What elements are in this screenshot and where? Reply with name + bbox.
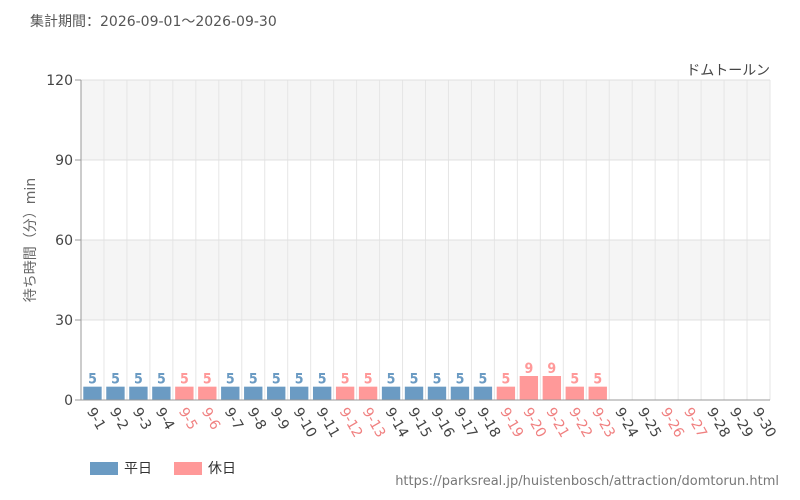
y-tick-label: 0: [64, 393, 73, 409]
bar: [473, 386, 493, 400]
bar: [335, 386, 355, 400]
legend-weekday-label: 平日: [124, 461, 152, 477]
value-label: 5: [341, 372, 350, 388]
x-tick-label: 9-2: [106, 405, 131, 433]
value-label: 5: [410, 372, 419, 388]
period-label: 集計期間：2026-09-01～2026-09-30: [30, 14, 277, 30]
bar: [427, 386, 447, 400]
bar: [565, 386, 584, 400]
value-label: 5: [570, 372, 579, 388]
value-label: 5: [157, 372, 166, 388]
x-tick-label: 9-19: [496, 405, 526, 441]
value-label: 5: [318, 372, 327, 388]
x-tick-label: 9-15: [405, 405, 435, 441]
x-tick-label: 9-10: [290, 405, 320, 441]
x-tick-label: 9-11: [313, 405, 343, 441]
source-url: https://parksreal.jp/huistenbosch/attrac…: [395, 474, 779, 489]
y-axis-label: 待ち時間（分）min: [23, 178, 39, 302]
x-tick-label: 9-6: [198, 405, 223, 433]
bar: [198, 386, 217, 400]
bar: [404, 386, 424, 400]
bar: [106, 386, 125, 400]
value-label: 5: [249, 372, 258, 388]
y-tick-labels: 0 30 60 90 120: [46, 73, 73, 409]
bar: [267, 386, 286, 400]
x-tick-label: 9-17: [450, 405, 480, 441]
x-tick-label: 9-8: [244, 405, 269, 433]
bar: [152, 386, 171, 400]
value-label: 5: [479, 372, 488, 388]
y-tick-label: 90: [55, 153, 73, 169]
legend-holiday-swatch: [174, 461, 202, 475]
x-tick-label: 9-1: [83, 405, 108, 433]
bars: [83, 376, 607, 400]
bar: [358, 386, 378, 400]
x-tick-label: 9-4: [152, 405, 177, 433]
value-label: 5: [387, 372, 396, 388]
bar: [450, 386, 470, 400]
value-label: 5: [180, 372, 189, 388]
legend-weekday: 平日: [90, 458, 152, 478]
value-label: 5: [203, 372, 212, 388]
value-label: 5: [295, 372, 304, 388]
x-tick-label: 9-5: [175, 405, 200, 433]
y-tick-label: 60: [55, 233, 73, 249]
x-tick-label: 9-16: [428, 405, 458, 441]
value-label: 5: [226, 372, 235, 388]
value-label: 5: [456, 372, 465, 388]
value-label: 5: [593, 372, 602, 388]
x-tick-label: 9-30: [749, 405, 779, 441]
x-tick-label: 9-22: [565, 405, 595, 441]
value-label: 5: [364, 372, 373, 388]
x-tick-label: 9-3: [129, 405, 154, 433]
attraction-name: ドムトールン: [686, 63, 770, 79]
x-tick-label: 9-13: [359, 405, 389, 441]
x-tick-label: 9-18: [473, 405, 503, 441]
value-label: 5: [134, 372, 143, 388]
x-tick-label: 9-21: [542, 405, 572, 441]
legend-holiday: 休日: [174, 458, 236, 478]
x-tick-label: 9-26: [657, 405, 687, 441]
y-tick-label: 120: [46, 73, 73, 89]
x-tick-label: 9-20: [519, 405, 549, 441]
bar: [221, 386, 240, 400]
value-label: 5: [433, 372, 442, 388]
value-label: 5: [88, 372, 97, 388]
bar: [496, 386, 516, 400]
bar: [312, 386, 332, 400]
y-tick-label: 30: [55, 313, 73, 329]
x-tick-label: 9-28: [703, 405, 733, 441]
x-tick-label: 9-9: [267, 405, 292, 433]
value-labels: 5 5 5 5 5 5 5 5 5 5 5 5 5 5 5 5 5 5 59 95 5: [88, 361, 602, 388]
bar: [244, 386, 263, 400]
value-label: 5: [272, 372, 281, 388]
bar: [542, 376, 562, 400]
x-tick-label: 9-24: [611, 405, 641, 441]
bar: [588, 386, 607, 400]
bar: [175, 386, 194, 400]
x-tick-label: 9-27: [680, 405, 710, 441]
x-tick-label: 9-7: [221, 405, 246, 433]
value-label: 5: [111, 372, 120, 388]
x-tick-label: 9-25: [634, 405, 664, 441]
x-tick-label: 9-23: [588, 405, 618, 441]
bar: [83, 386, 102, 400]
x-tick-label: 9-29: [726, 405, 756, 441]
x-tick-label: 9-14: [382, 405, 412, 441]
axes: [80, 80, 770, 401]
value-label: 9: [547, 361, 556, 377]
x-tick-label: 9-12: [336, 405, 366, 441]
legend-weekday-swatch: [90, 461, 118, 475]
legend-holiday-label: 休日: [208, 461, 236, 477]
value-label: 5: [502, 372, 511, 388]
bar: [519, 376, 539, 400]
bar: [289, 386, 309, 400]
value-label: 9: [524, 361, 533, 377]
bar: [129, 386, 148, 400]
bar: [381, 386, 401, 400]
x-tick-labels: 9-19-29-39-49-59-69-79-89-99-109-119-129…: [83, 405, 779, 441]
